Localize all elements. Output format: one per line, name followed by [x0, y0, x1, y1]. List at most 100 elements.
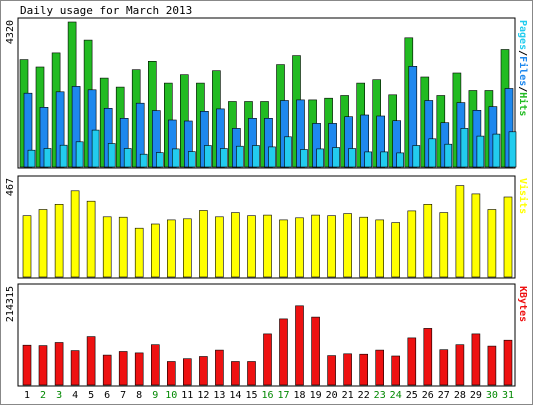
bar-pages-day-29 [476, 135, 485, 168]
bar-visits-day-14 [231, 212, 240, 278]
bar-pages-day-20 [332, 147, 340, 168]
legend-part-visits-0: Visits [517, 178, 529, 214]
day-label-16: 16 [261, 390, 273, 401]
panel-hits: 4320 Pages/Files/Hits [5, 17, 529, 169]
chart-title: Daily usage for March 2013 [20, 4, 192, 17]
bar-visits-day-30 [487, 209, 497, 278]
bar-visits-day-2 [38, 209, 48, 278]
bar-kbytes-day-28 [455, 344, 465, 386]
legend-part-hits-2: Files [517, 56, 529, 86]
bar-pages-day-17 [284, 136, 292, 168]
day-label-20: 20 [326, 390, 338, 401]
day-label-29: 29 [470, 390, 482, 401]
bar-visits-day-31 [503, 196, 513, 278]
legend-part-hits-0: Pages [517, 20, 528, 50]
panel-kbytes: 214315 KBytes [5, 283, 528, 387]
bar-pages-day-2 [43, 148, 52, 168]
bar-kbytes-day-24 [391, 355, 401, 386]
bar-kbytes-day-12 [199, 356, 208, 386]
day-label-17: 17 [277, 390, 289, 401]
bar-pages-day-23 [380, 151, 389, 168]
bar-visits-day-16 [263, 214, 272, 278]
panels: 4320 Pages/Files/Hits 467 Visits 214315 KByte… [5, 17, 529, 387]
bar-visits-day-24 [391, 222, 401, 278]
day-label-2: 2 [40, 390, 46, 401]
bar-pages-day-11 [188, 151, 196, 168]
bar-kbytes-day-4 [70, 350, 80, 386]
bar-visits-day-10 [167, 219, 176, 278]
bar-visits-day-8 [134, 227, 144, 278]
ymax-label-kbytes: 214315 [5, 286, 16, 322]
bar-pages-day-27 [444, 143, 453, 168]
bar-pages-day-15 [252, 145, 260, 168]
day-label-27: 27 [438, 390, 450, 401]
bar-pages-day-25 [412, 145, 421, 168]
bar-pages-day-3 [59, 144, 68, 168]
bar-kbytes-day-14 [231, 361, 240, 386]
bar-visits-day-1 [22, 215, 32, 278]
bar-pages-day-28 [460, 128, 469, 168]
legend-label-visits: Visits [517, 178, 529, 214]
day-label-4: 4 [72, 390, 78, 401]
bar-visits-day-26 [423, 204, 433, 278]
day-label-19: 19 [310, 390, 322, 401]
bar-pages-day-7 [123, 148, 132, 168]
day-label-10: 10 [165, 390, 177, 401]
day-label-5: 5 [88, 390, 94, 401]
bar-pages-day-18 [300, 149, 308, 168]
bar-visits-day-23 [375, 219, 385, 278]
bar-kbytes-day-3 [54, 342, 64, 386]
day-label-3: 3 [56, 390, 62, 401]
day-label-23: 23 [374, 390, 386, 401]
bar-kbytes-day-20 [327, 355, 336, 386]
day-label-7: 7 [120, 390, 126, 401]
bar-visits-day-18 [295, 217, 304, 278]
bar-visits-day-5 [86, 200, 96, 278]
bar-kbytes-day-2 [38, 345, 48, 386]
day-label-31: 31 [502, 390, 514, 401]
bar-kbytes-day-8 [134, 352, 144, 386]
bar-pages-day-14 [236, 145, 244, 168]
bar-pages-day-30 [492, 133, 501, 168]
bar-kbytes-day-27 [439, 349, 449, 386]
bar-kbytes-day-19 [311, 316, 320, 386]
legend-part-kbytes-0: KBytes [517, 286, 528, 322]
bar-kbytes-day-11 [183, 358, 192, 386]
day-labels: 1 2 3 4 5 6 7 8 9 10 11 12 13 14 15 16 17 18 19 20 21 22 23 24 2… [24, 390, 514, 401]
bar-pages-day-1 [27, 149, 36, 168]
day-label-11: 11 [181, 390, 193, 401]
bar-pages-day-8 [139, 153, 148, 168]
bar-visits-day-29 [471, 193, 481, 278]
panel-visits: 467 Visits [5, 175, 529, 279]
day-label-18: 18 [293, 390, 305, 401]
bar-visits-day-3 [54, 204, 64, 278]
day-label-21: 21 [342, 390, 354, 401]
bar-pages-day-26 [428, 138, 437, 168]
bar-kbytes-day-6 [102, 354, 112, 386]
day-label-8: 8 [136, 390, 142, 401]
day-label-14: 14 [229, 390, 241, 401]
bar-kbytes-day-9 [151, 344, 160, 386]
bar-visits-day-21 [343, 213, 352, 278]
legend-label-hits: Pages/Files/Hits [517, 20, 529, 116]
day-label-15: 15 [245, 390, 257, 401]
bar-visits-day-4 [70, 190, 80, 278]
bar-kbytes-day-7 [118, 351, 128, 386]
day-label-28: 28 [454, 390, 466, 401]
ymax-label-hits: 4320 [5, 20, 16, 44]
bar-kbytes-day-16 [263, 333, 272, 386]
bar-visits-day-25 [407, 210, 417, 278]
bar-pages-day-21 [348, 148, 356, 168]
day-label-12: 12 [197, 390, 209, 401]
bar-kbytes-day-26 [423, 328, 433, 386]
bar-pages-day-31 [508, 131, 517, 168]
day-label-6: 6 [104, 390, 110, 401]
bar-kbytes-day-23 [375, 349, 385, 386]
bar-visits-day-20 [327, 215, 336, 278]
bar-visits-day-7 [118, 216, 128, 278]
day-label-24: 24 [390, 390, 402, 401]
bar-kbytes-day-25 [407, 337, 417, 386]
bar-visits-day-9 [151, 223, 160, 278]
bar-pages-day-12 [204, 145, 212, 168]
